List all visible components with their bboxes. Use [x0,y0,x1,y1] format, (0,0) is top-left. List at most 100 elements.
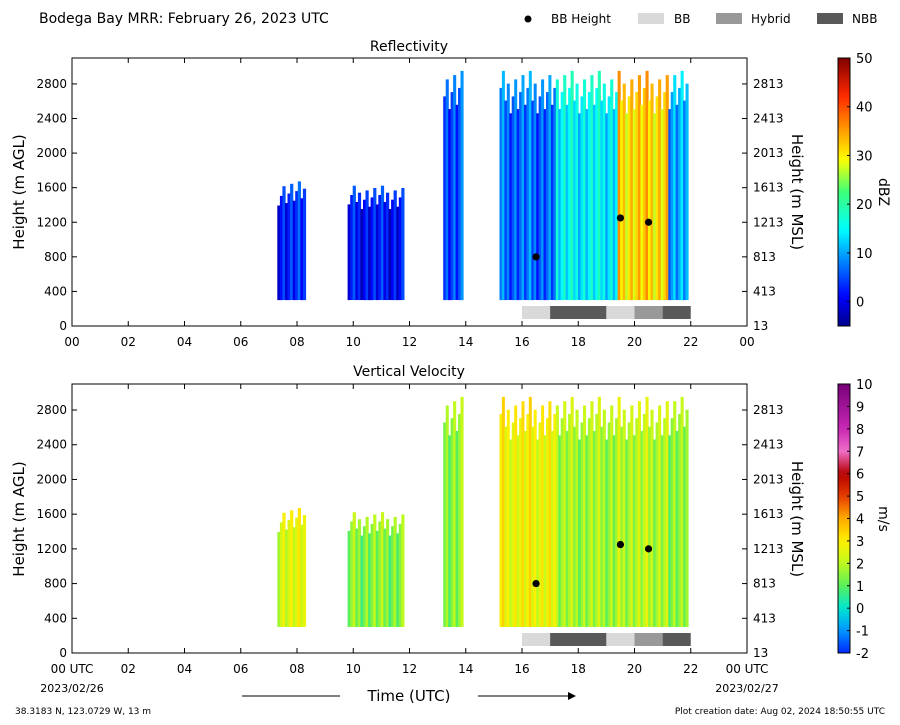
y-tick-label: 1600 [36,507,67,521]
echo-strip [519,418,523,627]
echo-strip [622,409,626,627]
echo-strip [670,92,674,301]
echo-strip [292,527,296,627]
x-tick-label: 16 [514,662,529,676]
echo-strip [592,104,596,300]
y-tick-label-right: 1613 [753,507,784,521]
echo-strip [663,92,667,301]
echo-strip [590,401,594,627]
echo-strip [519,92,523,301]
location-text: 38.3183 N, 123.0729 W, 13 m [15,707,151,717]
echo-strip [570,70,574,301]
echo-strip [627,96,631,301]
x-tick-label: 10 [346,662,361,676]
echo-strip [531,426,535,627]
colorbar-tick-label: 7 [856,445,864,460]
echo-strip [546,418,549,627]
bb-height-marker [644,545,653,553]
echo-strip [292,200,296,301]
y-tick-label-right: 813 [753,577,776,591]
colorbar-tick-label: 3 [856,535,864,550]
colorbar-tick-label: 6 [856,468,864,483]
echo-strip [583,79,587,301]
echo-strip [612,109,616,301]
classification-hybrid [634,306,663,319]
colorbar-tick-label: 5 [856,490,864,505]
echo-strip [388,535,392,627]
echo-strip [600,426,604,627]
bb-height-marker [644,218,653,226]
echo-strip [673,75,677,300]
legend-label: NBB [852,12,877,26]
bb-height-marker [616,540,625,549]
colorbar-tick-label: 20 [856,198,873,213]
echo-strip [655,422,659,627]
y-tick-label: 800 [44,577,67,591]
echo-strip [516,109,520,301]
echo-strip [350,195,354,300]
echo-field [277,70,689,301]
x-axis-label: Time (UTC) [367,687,451,705]
y-tick-label-right: 2013 [753,146,784,160]
echo-strip [455,431,459,627]
echo-strip [536,113,540,300]
echo-strip [605,113,609,300]
echo-strip [352,512,356,627]
echo-strip [632,109,636,301]
echo-strip [665,401,669,627]
y-tick-label: 400 [44,611,67,625]
echo-strip [378,521,382,627]
echo-strip [655,96,659,301]
echo-strip [450,418,454,627]
x-tick-label: 08 [289,662,304,676]
echo-strip [660,109,664,301]
colorbar-tick-label: 9 [856,400,864,415]
echo-strip [663,418,667,627]
echo-strip [650,83,654,300]
echo-strip [363,526,367,627]
echo-strip [443,422,447,627]
reflectivity-ylabel: Height (m AGL) [10,134,28,249]
echo-strip [396,206,400,301]
echo-strip [538,422,542,627]
y-tick-label: 2800 [36,403,67,417]
echo-strip [592,431,596,627]
echo-strip [290,183,294,300]
xlabel-arrow-head [568,692,576,700]
y-tick-label: 400 [44,284,67,298]
echo-strip [565,431,569,627]
echo-strip [378,195,382,300]
velocity-title: Vertical Velocity [353,364,465,380]
echo-strip [578,439,582,627]
echo-strip [458,414,462,627]
echo-strip [531,100,535,301]
legend-swatch-nbb [817,13,843,24]
echo-strip [612,435,616,627]
echo-strip [670,418,674,627]
echo-strip [580,96,584,301]
echo-strip [573,426,577,627]
x-tick-label: 04 [177,335,192,349]
echo-strip [297,507,301,627]
echo-strip [460,70,464,301]
y-tick-label: 2400 [36,112,67,126]
y-tick-label: 800 [44,250,67,264]
echo-strip [645,70,649,301]
echo-strip [285,203,289,301]
x-tick-label: 06 [233,662,248,676]
echo-strip [277,532,281,627]
end-date: 2023/02/27 [715,682,778,695]
echo-strip [516,435,520,627]
echo-strip [282,512,286,627]
classification-nbb [550,633,607,646]
echo-strip [645,396,649,627]
echo-strip [658,79,662,301]
echo-strip [398,523,402,627]
bb-height-marker [532,579,540,588]
x-tick-label: 04 [177,662,192,676]
figure-title: Bodega Bay MRR: February 26, 2023 UTC [39,11,329,27]
echo-strip [650,409,654,627]
y-tick-label: 2800 [36,77,67,91]
echo-strip [635,92,639,301]
echo-strip [625,113,629,300]
